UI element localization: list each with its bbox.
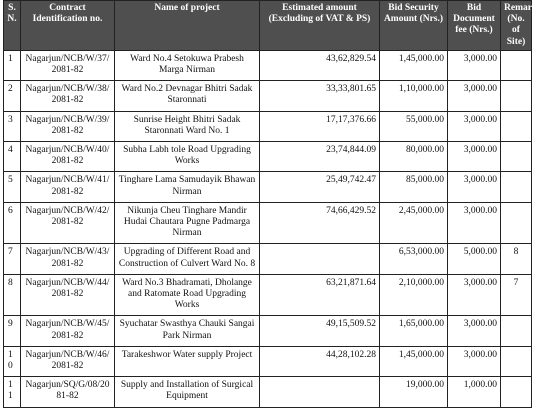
table-cell: Nagarjun/NCB/W/45/2081-82 [20, 315, 115, 347]
table-cell: 3,000.00 [447, 315, 501, 347]
table-cell: 3,000.00 [447, 273, 501, 317]
table-cell: Subha Labh tole Road Upgrading Works [114, 141, 260, 173]
table-cell: 25,49,742.47 [259, 171, 380, 203]
table-cell: 6 [3, 201, 21, 245]
table-cell: Nagarjun/NCB/W/38/2081-82 [20, 80, 115, 112]
table-cell [500, 376, 532, 408]
table-cell [500, 80, 532, 112]
table-cell [259, 243, 380, 275]
table-cell: Ward No.3 Bhadramati, Dholange and Ratom… [114, 273, 260, 317]
table-cell: 2 [3, 80, 21, 112]
table-cell: 17,17,376.66 [259, 110, 380, 143]
table-cell: 8 [3, 273, 21, 317]
table-row: 3 Nagarjun/NCB/W/39/2081-82 Sunrise Height… [3, 110, 532, 143]
table-cell: Nagarjun/SQ/G/08/2081-82 [20, 376, 115, 408]
table-cell: 1,45,000.00 [379, 345, 448, 378]
table-cell [500, 345, 532, 378]
table-cell: 1 [3, 49, 21, 82]
table-cell: 74,66,429.52 [259, 201, 380, 245]
column-header: Estimated amount (Excluding of VAT & PS) [259, 0, 380, 51]
table-cell: Supply and Installation of Surgical Equi… [114, 376, 260, 408]
table-cell: 1,10,000.00 [379, 80, 448, 112]
table-cell: 1,000.00 [447, 376, 501, 408]
table-row: 7 Nagarjun/NCB/W/43/2081-82 Upgrading of D… [3, 243, 532, 275]
table-cell: 7 [500, 273, 532, 317]
table-cell: Nagarjun/NCB/W/42/2081-82 [20, 201, 115, 245]
table-cell: 5 [3, 171, 21, 203]
column-header: Bid Document fee (Nrs.) [447, 0, 501, 51]
table-cell: 63,21,871.64 [259, 273, 380, 317]
table-cell: 3,000.00 [447, 201, 501, 245]
table-row: 1 Nagarjun/NCB/W/37/2081-82 Ward No.4 Seto… [3, 49, 532, 82]
table-cell: Nagarjun/NCB/W/43/2081-82 [20, 243, 115, 275]
table-cell: Ward No.4 Setokuwa Prabesh Marga Nirman [114, 49, 260, 82]
table-cell [500, 49, 532, 82]
table-cell [500, 171, 532, 203]
table-cell: 49,15,509.52 [259, 315, 380, 347]
table-cell: Nagarjun/NCB/W/46/2081-82 [20, 345, 115, 378]
column-header: Bid Security Amount (Nrs.) [379, 0, 448, 51]
table-row: 2 Nagarjun/NCB/W/38/2081-82 Ward No.2 Devn… [3, 80, 532, 112]
column-header: Contract Identification no. [20, 0, 115, 51]
table-cell: Sunrise Height Bhitri Sadak Staronnati W… [114, 110, 260, 143]
table-cell: 3,000.00 [447, 49, 501, 82]
table-body: 1 Nagarjun/NCB/W/37/2081-82 Ward No.4 Seto… [3, 49, 532, 408]
table-cell [500, 201, 532, 245]
table-cell: 11 [3, 376, 21, 408]
table-cell: Nagarjun/NCB/W/40/2081-82 [20, 141, 115, 173]
table-cell: 43,62,829.54 [259, 49, 380, 82]
table-cell: 3 [3, 110, 21, 143]
table-cell: 10 [3, 345, 21, 378]
table-cell: 3,000.00 [447, 80, 501, 112]
table-cell: Nikunja Cheu Tinghare Mandir Hudai Chaut… [114, 201, 260, 245]
table-cell: 1,45,000.00 [379, 49, 448, 82]
table-cell: Nagarjun/NCB/W/37/2081-82 [20, 49, 115, 82]
table-row: 8 Nagarjun/NCB/W/44/2081-82 Ward No.3 Bhad… [3, 273, 532, 317]
header-row: S. N. Contract Identification no. Name of … [3, 0, 533, 51]
table-cell: 4 [3, 141, 21, 173]
table-cell: 80,000.00 [379, 141, 448, 173]
table-cell: 7 [3, 243, 21, 275]
table-cell: 1,65,000.00 [379, 315, 448, 347]
table-cell: 3,000.00 [447, 141, 501, 173]
table-cell: Tinghare Lama Samudayik Bhawan Nirman [114, 171, 260, 203]
table-cell: 6,53,000.00 [379, 243, 448, 275]
table-row: 5 Nagarjun/NCB/W/41/2081-82 Tinghare Lama … [3, 171, 532, 203]
table-cell: Nagarjun/NCB/W/41/2081-82 [20, 171, 115, 203]
column-header: Remarks (No. of Site) [500, 0, 533, 51]
table-row: 4 Nagarjun/NCB/W/40/2081-82 Subha Labh tol… [3, 141, 532, 173]
table-cell: 2,10,000.00 [379, 273, 448, 317]
table-cell: 33,33,801.65 [259, 80, 380, 112]
table-row: 10 Nagarjun/NCB/W/46/2081-82 Tarakeshwor W… [3, 345, 532, 378]
table-row: 9 Nagarjun/NCB/W/45/2081-82 Syuchatar Swas… [3, 315, 532, 347]
table-cell: 85,000.00 [379, 171, 448, 203]
table-cell: 2,45,000.00 [379, 201, 448, 245]
table-cell [500, 141, 532, 173]
table-cell: 23,74,844.09 [259, 141, 380, 173]
table-cell: 55,000.00 [379, 110, 448, 143]
table-cell: Tarakeshwor Water supply Project [114, 345, 260, 378]
table-row: 11 Nagarjun/SQ/G/08/2081-82 Supply and Ins… [3, 376, 532, 408]
table-cell: Ward No.2 Devnagar Bhitri Sadak Staronna… [114, 80, 260, 112]
table-cell: 3,000.00 [447, 171, 501, 203]
table-cell [500, 315, 532, 347]
table-cell [259, 376, 380, 408]
table-cell: 8 [500, 243, 532, 275]
tender-table: S. N. Contract Identification no. Name of … [3, 0, 533, 408]
table-cell: Syuchatar Swasthya Chauki Sangai Park Ni… [114, 315, 260, 347]
table-cell: Nagarjun/NCB/W/39/2081-82 [20, 110, 115, 143]
table-cell: 5,000.00 [447, 243, 501, 275]
table-cell: 3,000.00 [447, 345, 501, 378]
table-cell: Nagarjun/NCB/W/44/2081-82 [20, 273, 115, 317]
table-cell [500, 110, 532, 143]
column-header: Name of project [114, 0, 260, 51]
table-cell: Upgrading of Different Road and Construc… [114, 243, 260, 275]
table-cell: 9 [3, 315, 21, 347]
table-cell: 3,000.00 [447, 110, 501, 143]
column-header: S. N. [3, 0, 21, 51]
table-cell: 19,000.00 [379, 376, 448, 408]
table-row: 6 Nagarjun/NCB/W/42/2081-82 Nikunja Cheu T… [3, 201, 532, 245]
table-cell: 44,28,102.28 [259, 345, 380, 378]
